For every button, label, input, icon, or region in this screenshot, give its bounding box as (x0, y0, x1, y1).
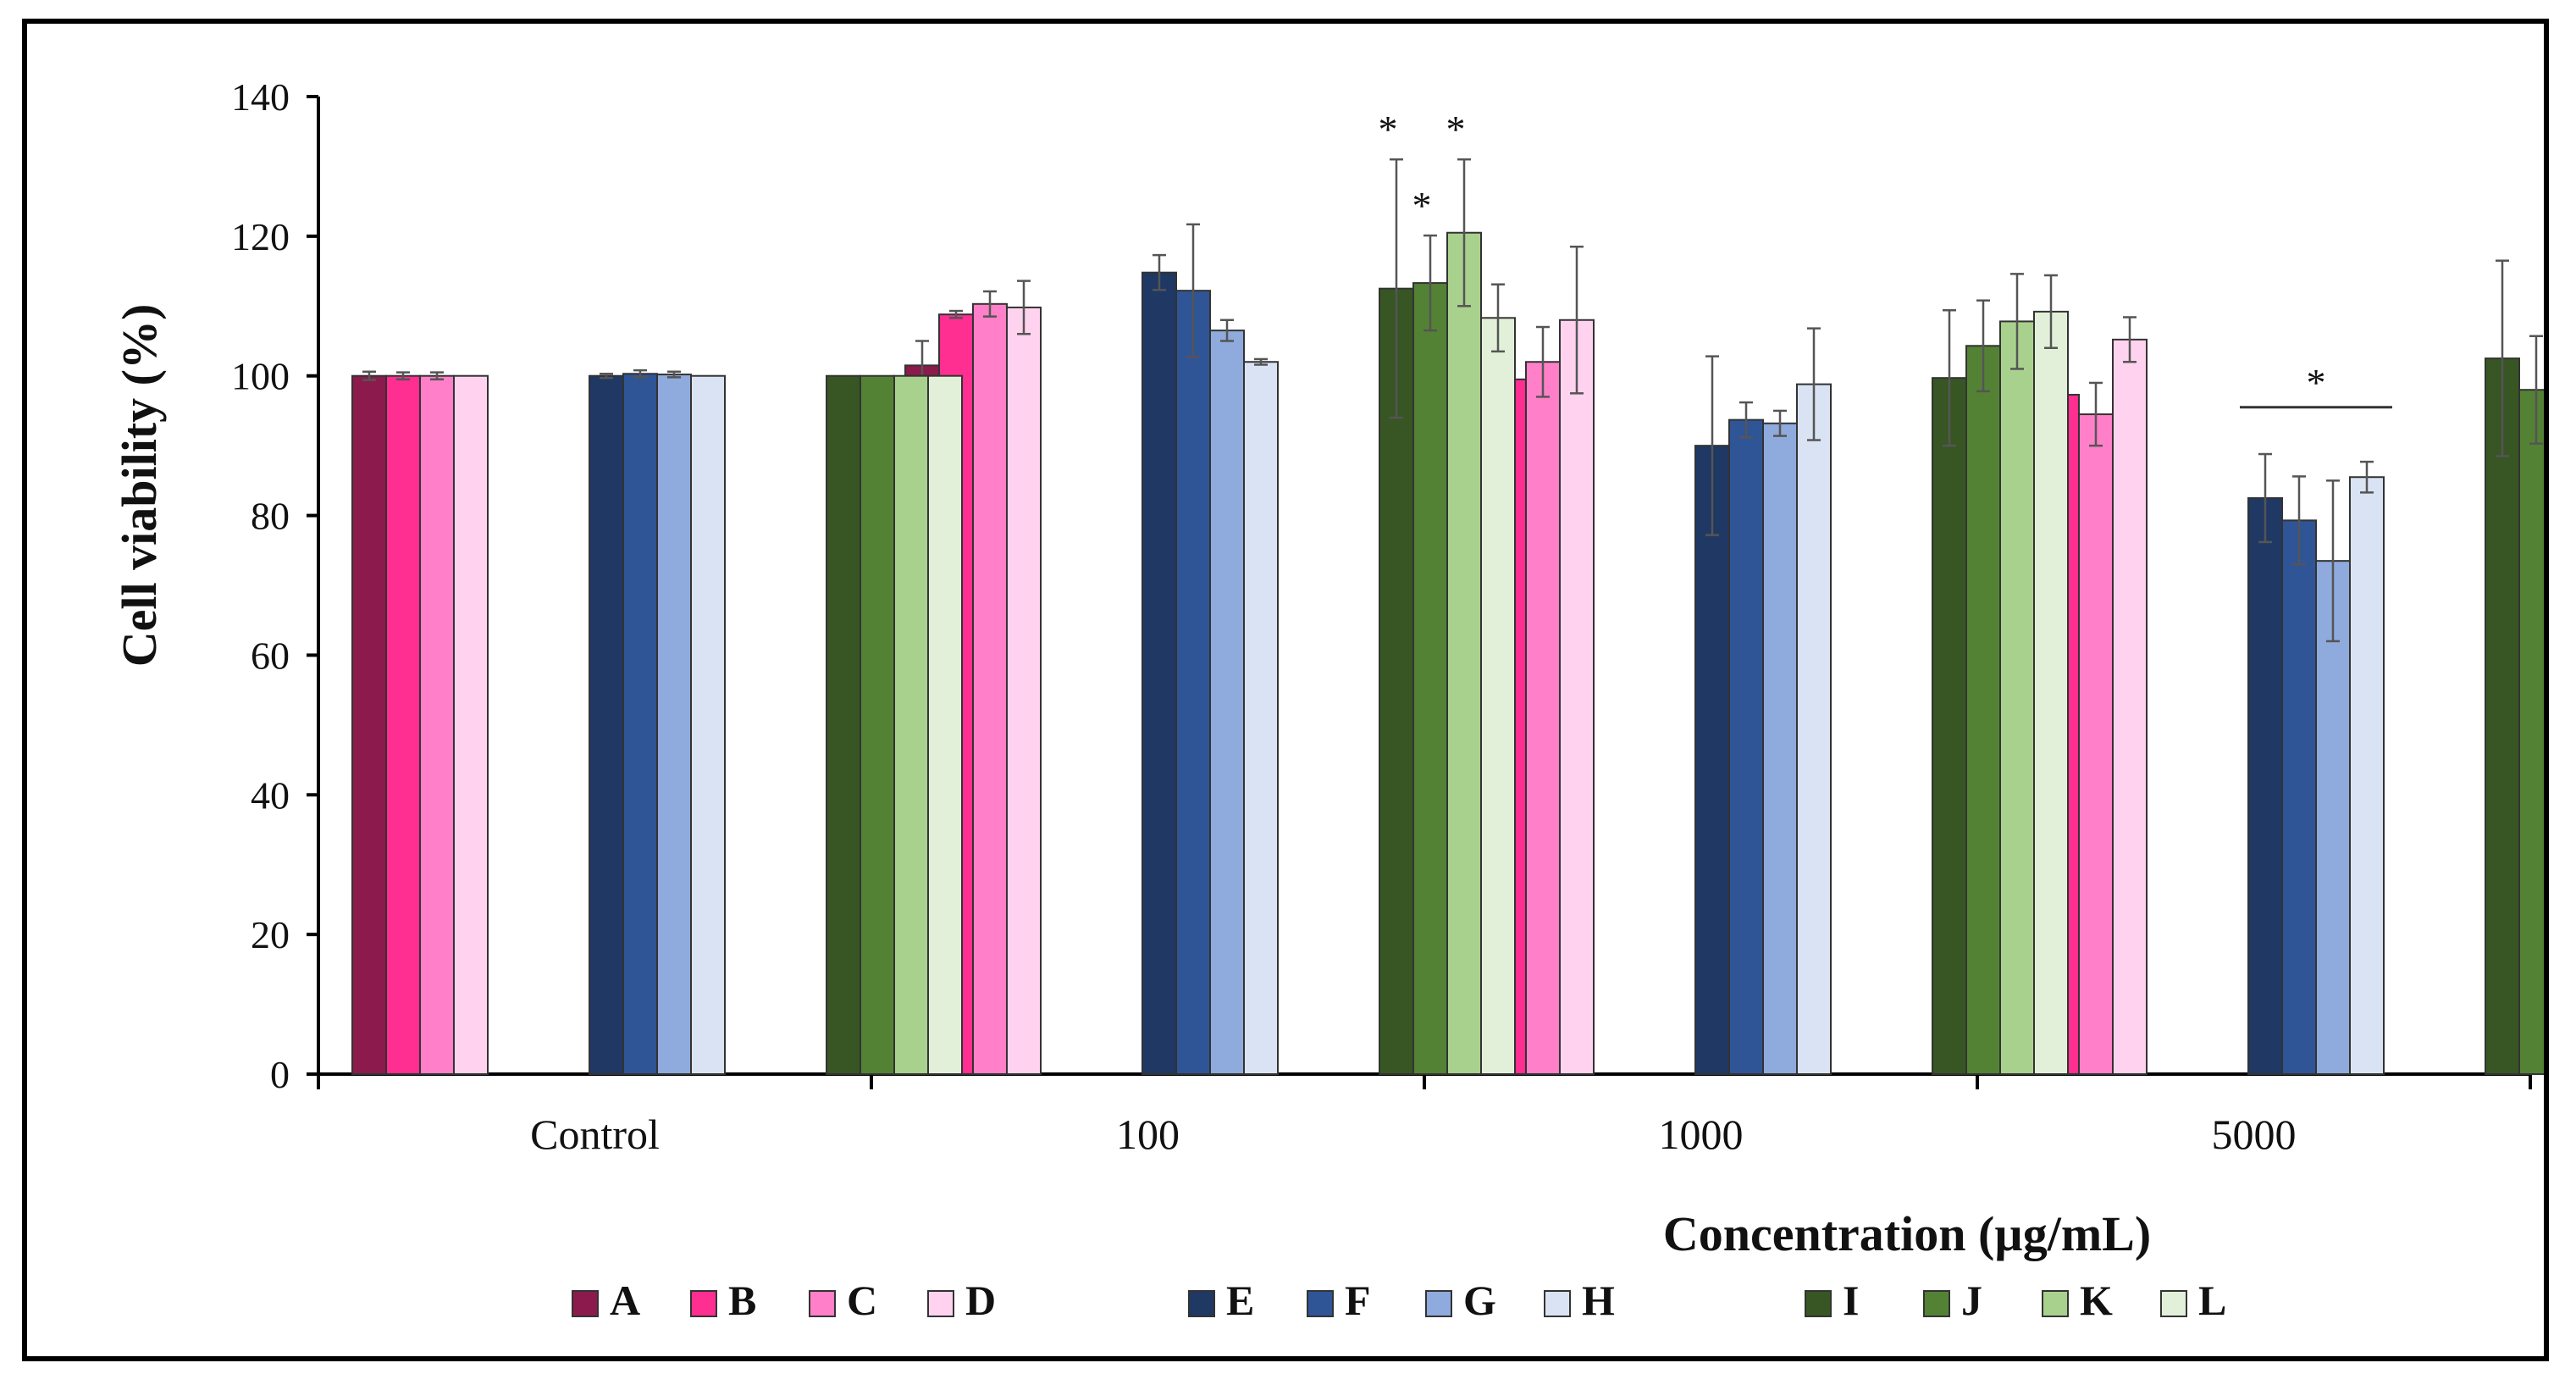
bar-J-Control (860, 374, 895, 1075)
legend-label-G: G (1463, 1277, 1496, 1324)
y-tick-label: 40 (251, 773, 290, 817)
bar-G-Control (656, 374, 692, 1075)
significance-marker: * (1412, 184, 1432, 227)
x-tick-label: 5000 (2212, 1111, 2297, 1158)
legend-swatch-K (2042, 1290, 2069, 1317)
bar-L-Control (927, 374, 963, 1075)
bar-H-Control (690, 374, 726, 1075)
bar-H-5000 (2349, 476, 2385, 1075)
legend-swatch-D (927, 1290, 954, 1317)
bar-F-5000 (2281, 519, 2317, 1075)
bar-H-100 (1243, 361, 1279, 1075)
y-tick-label: 80 (251, 495, 290, 538)
y-tick-label: 140 (231, 75, 290, 119)
bar-D-Control (453, 374, 489, 1075)
bar-E-100 (1142, 271, 1177, 1076)
bar-C-1000 (1525, 361, 1561, 1075)
bar-G-1000 (1762, 422, 1798, 1076)
legend-label-I: I (1843, 1277, 1859, 1324)
bar-F-100 (1175, 290, 1211, 1075)
bar-E-5000 (2247, 496, 2283, 1075)
bar-H-1000 (1796, 383, 1832, 1075)
legend-swatch-C (809, 1290, 836, 1317)
bar-C-Control (419, 374, 455, 1075)
y-tick-label: 20 (251, 913, 290, 956)
significance-marker: * (1446, 108, 1466, 151)
legend-swatch-H (1544, 1290, 1571, 1317)
bar-I-100 (1379, 287, 1414, 1075)
legend-label-F: F (1345, 1277, 1371, 1324)
legend-swatch-I (1805, 1290, 1832, 1317)
legend-label-D: D (965, 1277, 996, 1324)
bar-G-100 (1209, 330, 1245, 1075)
bar-D-5000 (2112, 338, 2148, 1075)
legend-label-J: J (1961, 1277, 1982, 1324)
bar-B-Control (385, 374, 421, 1075)
legend-swatch-J (1923, 1290, 1950, 1317)
x-tick-label: 1000 (1659, 1111, 1744, 1158)
legend-label-H: H (1582, 1277, 1615, 1324)
x-tick-label: 100 (1116, 1111, 1180, 1158)
legend-label-L: L (2198, 1277, 2226, 1324)
x-axis-label: Concentration (µg/mL) (1663, 1206, 2151, 1261)
y-tick-label: 120 (231, 215, 290, 258)
bar-chart: Cell viability (%) Concentration (µg/mL)… (112, 75, 2544, 1324)
legend-swatch-F (1307, 1290, 1334, 1317)
bar-E-1000 (1694, 445, 1730, 1075)
bar-L-100 (1480, 317, 1516, 1075)
legend-swatch-G (1425, 1290, 1452, 1317)
bar-C-5000 (2078, 413, 2114, 1075)
legend-label-B: B (728, 1277, 756, 1324)
bar-E-Control (589, 374, 624, 1075)
legend-swatch-B (690, 1290, 717, 1317)
bar-J-100 (1412, 282, 1448, 1075)
significance-marker: * (1379, 108, 1398, 151)
bar-K-Control (893, 374, 929, 1075)
bar-J-5000 (2518, 389, 2544, 1075)
bar-F-1000 (1728, 418, 1764, 1075)
legend-label-K: K (2080, 1277, 2113, 1324)
bar-C-100 (972, 302, 1008, 1075)
y-tick-label: 60 (251, 634, 290, 677)
bar-I-Control (826, 374, 861, 1075)
bar-K-1000 (1999, 320, 2035, 1076)
y-axis-label: Cell viability (%) (112, 304, 167, 668)
bar-L-1000 (2033, 310, 2069, 1075)
y-tick-label: 100 (231, 355, 290, 398)
bar-I-5000 (2485, 357, 2520, 1076)
legend-label-C: C (847, 1277, 877, 1324)
bar-A-Control (351, 374, 387, 1075)
legend-swatch-E (1188, 1290, 1215, 1317)
bar-F-Control (622, 373, 658, 1075)
legend-swatch-L (2160, 1290, 2187, 1317)
y-tick-label: 0 (270, 1053, 290, 1096)
x-tick-label: Control (530, 1111, 660, 1158)
legend-swatch-A (572, 1290, 599, 1317)
legend-label-E: E (1226, 1277, 1254, 1324)
bar-D-1000 (1559, 319, 1595, 1075)
figure-frame: Cell viability (%) Concentration (µg/mL)… (22, 19, 2549, 1361)
bar-I-1000 (1932, 377, 1967, 1075)
legend-label-A: A (610, 1277, 640, 1324)
bar-D-100 (1006, 306, 1042, 1076)
bar-K-100 (1446, 231, 1482, 1075)
significance-marker: * (2307, 361, 2326, 404)
bar-J-1000 (1965, 345, 2001, 1075)
